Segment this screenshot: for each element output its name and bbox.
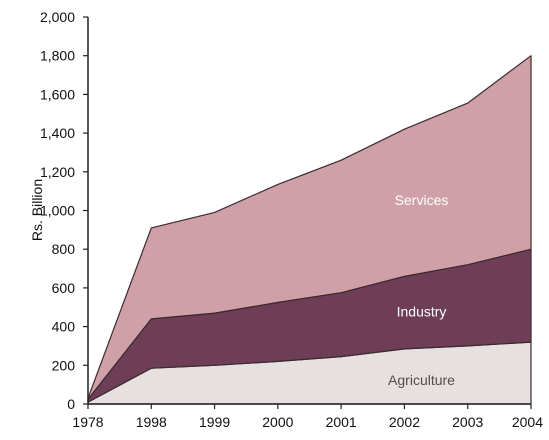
x-tick-label: 2002: [389, 414, 420, 430]
x-tick-label: 2004: [512, 414, 543, 430]
y-tick-label: 1,400: [40, 125, 75, 141]
y-tick-label: 0: [67, 396, 75, 412]
series-label-services: Services: [395, 192, 449, 208]
y-tick-label: 2,000: [40, 9, 75, 25]
axes-layer: 0 200 400 600 800 1,000 1,200 1,400 1,600 1,800 2,…: [40, 9, 543, 430]
x-tick-label: 1978: [72, 414, 103, 430]
y-tick-label: 1,600: [40, 86, 75, 102]
y-tick-label: 800: [52, 241, 76, 257]
x-tick-label: 1999: [199, 414, 230, 430]
x-tick-label: 2003: [452, 414, 483, 430]
labels-layer: Agriculture Industry Services: [388, 192, 455, 388]
y-tick-label: 1,800: [40, 48, 75, 64]
areas-layer: [87, 55, 532, 405]
y-tick-label: 400: [52, 319, 76, 335]
y-tick-label: 200: [52, 357, 76, 373]
series-label-industry: Industry: [397, 303, 447, 319]
x-tick-label: 2000: [262, 414, 293, 430]
y-tick-label: 1,200: [40, 164, 75, 180]
area-services: [87, 55, 532, 400]
y-tick-label: 1,000: [40, 203, 75, 219]
x-tick-label: 2001: [326, 414, 357, 430]
y-axis-title: Rs. Billion: [29, 179, 45, 241]
series-label-agriculture: Agriculture: [388, 372, 455, 388]
x-tick-label: 1998: [136, 414, 167, 430]
y-tick-label: 600: [52, 280, 76, 296]
